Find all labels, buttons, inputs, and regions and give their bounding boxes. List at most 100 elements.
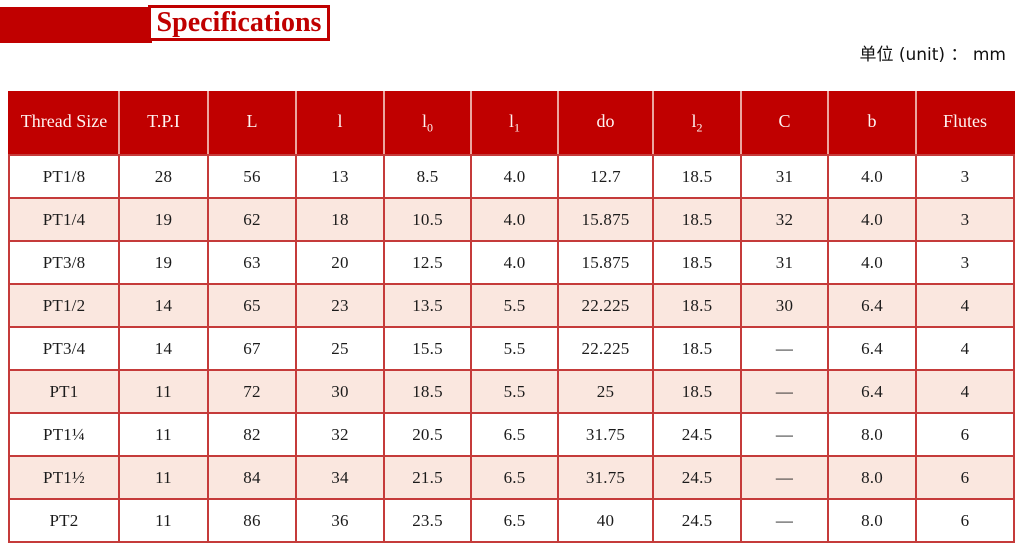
column-header-L: L	[207, 91, 297, 156]
table-cell: 6.5	[470, 412, 559, 457]
table-cell: 3	[915, 154, 1015, 199]
table-cell: 36	[295, 498, 385, 543]
table-cell: 3	[915, 197, 1015, 242]
table-cell: 84	[207, 455, 297, 500]
table-cell: 6.4	[827, 283, 917, 328]
thread-size-cell: PT2	[8, 498, 120, 543]
table-cell: 63	[207, 240, 297, 285]
table-cell: 62	[207, 197, 297, 242]
page-title: Specifications	[156, 7, 322, 38]
table-cell: —	[740, 455, 829, 500]
table-cell: 18.5	[652, 283, 742, 328]
table-cell: 12.5	[383, 240, 472, 285]
table-cell: 8.0	[827, 498, 917, 543]
table-cell: 11	[118, 455, 209, 500]
title-accent-bar	[0, 7, 152, 43]
table-cell: 34	[295, 455, 385, 500]
table-cell: 5.5	[470, 369, 559, 414]
table-cell: 30	[295, 369, 385, 414]
table-cell: 40	[557, 498, 654, 543]
column-header-C: C	[740, 91, 829, 156]
table-cell: 18.5	[652, 154, 742, 199]
thread-size-cell: PT1/2	[8, 283, 120, 328]
table-row: PT1/4 19 62 18 10.5 4.0 15.875 18.5 32 4.0 3	[8, 197, 1015, 242]
table-row: PT1/2 14 65 23 13.5 5.5 22.225 18.5 30 6.4 4	[8, 283, 1015, 328]
table-cell: 11	[118, 498, 209, 543]
table-cell: 4	[915, 326, 1015, 371]
table-cell: 31.75	[557, 455, 654, 500]
spec-table-body: PT1/8 28 56 13 8.5 4.0 12.7 18.5 31 4.0 3 PT1/4 19 62…	[8, 154, 1015, 543]
table-cell: 18.5	[652, 197, 742, 242]
table-cell: 15.875	[557, 240, 654, 285]
table-cell: 15.5	[383, 326, 472, 371]
table-row: PT1 11 72 30 18.5 5.5 25 18.5—6.4 4	[8, 369, 1015, 414]
column-header-b: b	[827, 91, 917, 156]
table-cell: 13.5	[383, 283, 472, 328]
table-cell: 6.5	[470, 455, 559, 500]
table-row: PT3/8 19 63 20 12.5 4.0 15.875 18.5 31 4.0 3	[8, 240, 1015, 285]
table-cell: 31.75	[557, 412, 654, 457]
table-cell: 18.5	[383, 369, 472, 414]
table-cell: —	[740, 369, 829, 414]
table-cell: 6	[915, 412, 1015, 457]
table-cell: 19	[118, 240, 209, 285]
table-cell: 15.875	[557, 197, 654, 242]
table-cell: 8.0	[827, 455, 917, 500]
table-row: PT1¼ 11 82 32 20.5 6.5 31.75 24.5—8.0 6	[8, 412, 1015, 457]
table-cell: 4.0	[827, 197, 917, 242]
thread-size-cell: PT3/4	[8, 326, 120, 371]
table-cell: 31	[740, 240, 829, 285]
thread-size-cell: PT1/4	[8, 197, 120, 242]
thread-size-cell: PT1¼	[8, 412, 120, 457]
column-header-thread-size: Thread Size	[8, 91, 120, 156]
table-cell: 10.5	[383, 197, 472, 242]
table-cell: 23.5	[383, 498, 472, 543]
table-cell: 32	[740, 197, 829, 242]
table-cell: 6	[915, 498, 1015, 543]
table-cell: 82	[207, 412, 297, 457]
table-cell: 30	[740, 283, 829, 328]
thread-size-cell: PT1½	[8, 455, 120, 500]
column-header-tpi: T.P.I	[118, 91, 209, 156]
table-cell: 31	[740, 154, 829, 199]
column-header-do: do	[557, 91, 654, 156]
table-cell: 23	[295, 283, 385, 328]
table-cell: 22.225	[557, 283, 654, 328]
table-cell: 18.5	[652, 369, 742, 414]
table-cell: 5.5	[470, 326, 559, 371]
table-cell: 25	[557, 369, 654, 414]
column-header-l0: l0	[383, 91, 472, 156]
table-cell: 4.0	[470, 197, 559, 242]
column-header-l2: l2	[652, 91, 742, 156]
table-cell: 8.5	[383, 154, 472, 199]
table-cell: 24.5	[652, 412, 742, 457]
table-cell: 11	[118, 412, 209, 457]
table-row: PT1½ 11 84 34 21.5 6.5 31.75 24.5—8.0 6	[8, 455, 1015, 500]
thread-size-cell: PT3/8	[8, 240, 120, 285]
table-cell: 12.7	[557, 154, 654, 199]
spec-table-header: Thread Size T.P.I L l l0 l1 do l2 C b Fl…	[8, 91, 1015, 156]
table-cell: 20	[295, 240, 385, 285]
table-cell: 32	[295, 412, 385, 457]
unit-note: 单位 (unit) ： mm	[859, 45, 1006, 65]
table-cell: 4.0	[827, 240, 917, 285]
table-cell: 19	[118, 197, 209, 242]
table-cell: —	[740, 412, 829, 457]
table-cell: 56	[207, 154, 297, 199]
table-cell: 8.0	[827, 412, 917, 457]
table-cell: 67	[207, 326, 297, 371]
table-cell: 65	[207, 283, 297, 328]
specifications-table: Thread Size T.P.I L l l0 l1 do l2 C b Fl…	[8, 91, 1015, 543]
table-cell: 72	[207, 369, 297, 414]
table-row: PT3/4 14 67 25 15.5 5.5 22.225 18.5—6.4 4	[8, 326, 1015, 371]
table-cell: 24.5	[652, 498, 742, 543]
table-cell: —	[740, 498, 829, 543]
table-cell: —	[740, 326, 829, 371]
table-cell: 14	[118, 326, 209, 371]
table-cell: 3	[915, 240, 1015, 285]
table-cell: 21.5	[383, 455, 472, 500]
table-cell: 11	[118, 369, 209, 414]
header-row: Thread Size T.P.I L l l0 l1 do l2 C b Fl…	[8, 91, 1015, 156]
table-row: PT2 11 86 36 23.5 6.5 40 24.5—8.0 6	[8, 498, 1015, 543]
table-cell: 13	[295, 154, 385, 199]
